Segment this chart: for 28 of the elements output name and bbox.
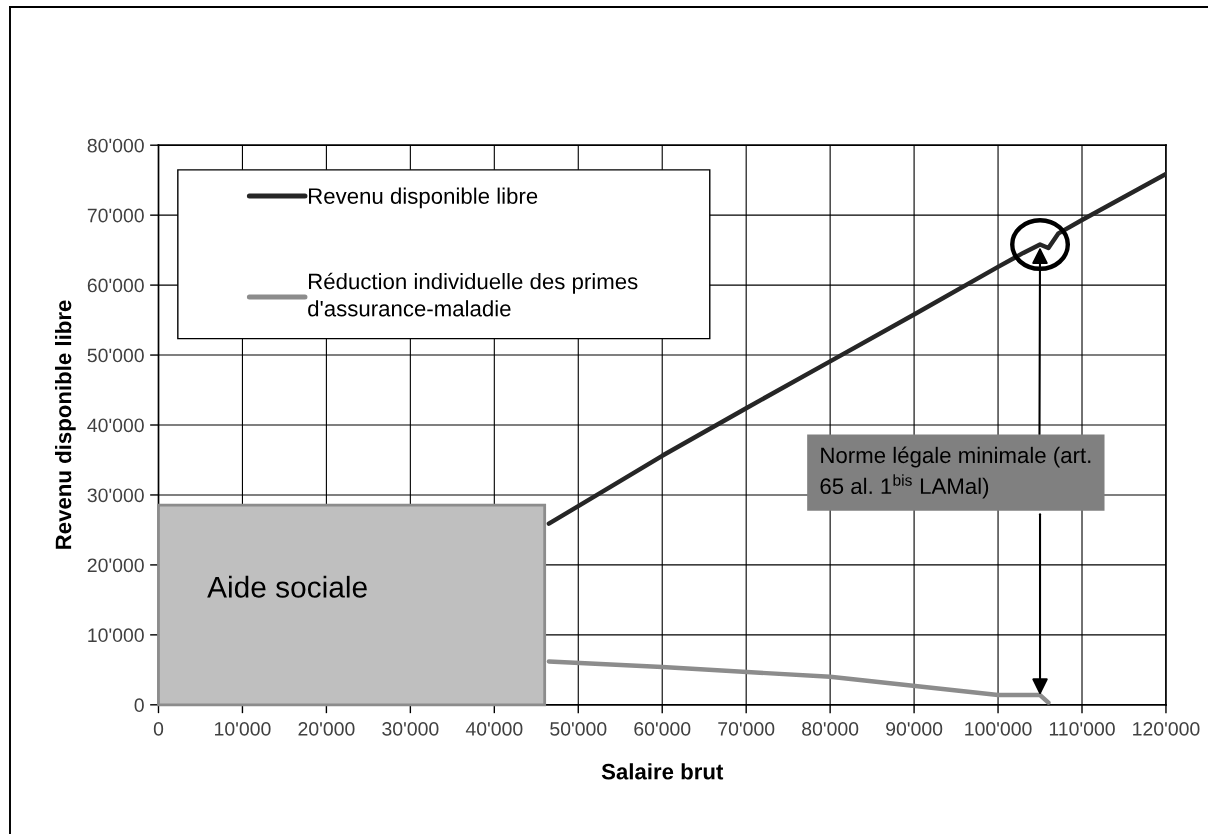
y-tick-label: 60'000 — [87, 278, 144, 293]
y-tick-label: 20'000 — [87, 558, 144, 573]
x-tick-label: 20'000 — [298, 721, 355, 736]
y-tick-label: 70'000 — [87, 208, 144, 223]
x-tick-label: 30'000 — [382, 721, 439, 736]
x-tick-label: 40'000 — [465, 721, 523, 736]
x-tick-label: 80'000 — [802, 721, 859, 736]
y-tick-label: 0 — [134, 698, 144, 713]
x-axis-title: Salaire brut — [601, 763, 724, 780]
legend-label: Revenu disponible libre — [309, 187, 538, 209]
x-tick-label: 10'000 — [215, 721, 271, 736]
y-axis-title: Revenu disponible libre — [55, 300, 76, 549]
legend-label: Réduction individuelle des primes d'assurance-maladie — [308, 272, 638, 317]
x-tick-label: 90'000 — [886, 721, 943, 736]
x-tick-label: 70'000 — [718, 721, 775, 736]
y-tick-label: 30'000 — [87, 488, 144, 503]
x-tick-label: 50'000 — [550, 721, 607, 736]
x-tick-label: 110'000 — [1049, 721, 1115, 736]
x-tick-label: 100'000 — [965, 721, 1032, 736]
x-tick-label: 0 — [153, 721, 164, 736]
y-tick-label: 50'000 — [87, 348, 144, 363]
annotation: Norme légale minimale (art. 65 al. 1$^{bis}$ LAMal) — [820, 446, 1091, 499]
y-tick-label: 40'000 — [87, 418, 144, 433]
y-tick-label: 80'000 — [87, 138, 144, 153]
band-label: Aide sociale — [207, 575, 367, 598]
x-tick-label: 60'000 — [634, 721, 691, 736]
y-tick-label: 10'000 — [88, 628, 144, 643]
x-tick-label: 120'000 — [1133, 721, 1200, 736]
